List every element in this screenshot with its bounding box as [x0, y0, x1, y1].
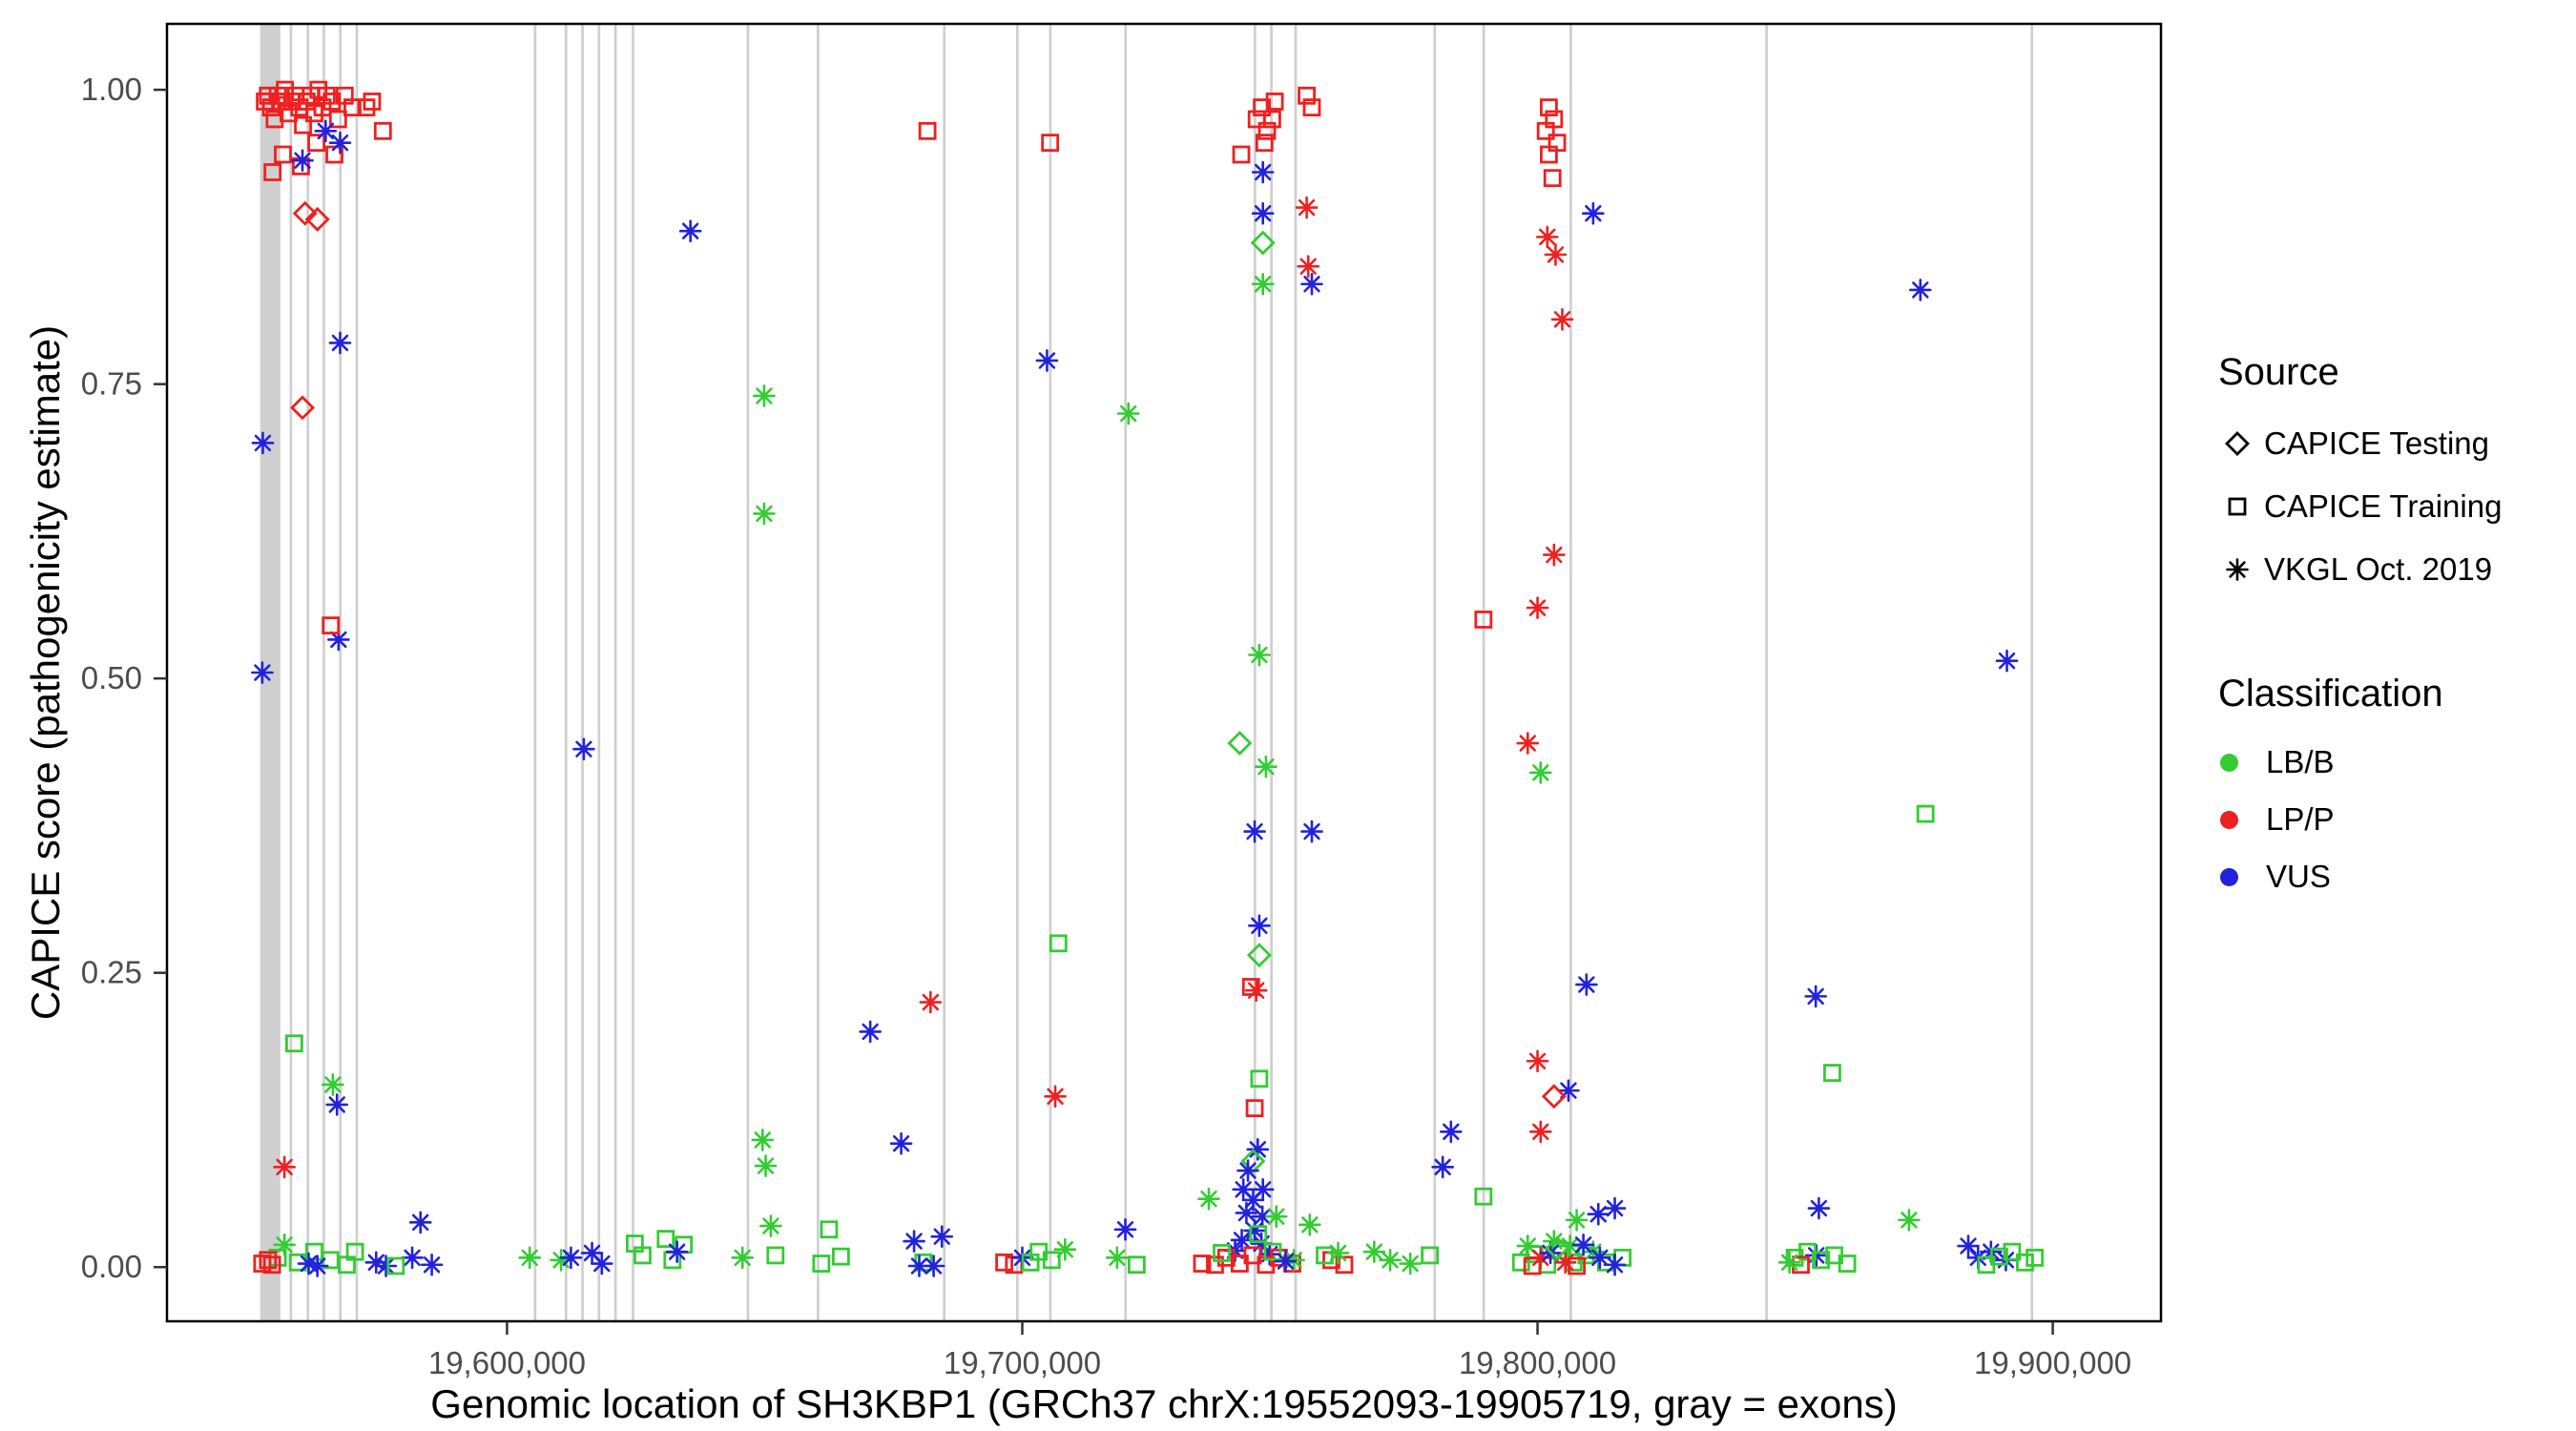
legend-spacer [2218, 612, 2571, 673]
legend-label-lbb: LB/B [2266, 744, 2335, 779]
vus-color-dot-icon [2220, 867, 2238, 886]
legend-label-capice-testing: CAPICE Testing [2264, 425, 2489, 461]
legend-label-capice-training: CAPICE Training [2264, 488, 2503, 524]
svg-text:0.00: 0.00 [81, 1249, 142, 1284]
asterisk-marker-icon [2218, 549, 2264, 591]
legend-source-title: Source [2218, 351, 2339, 393]
svg-text:19,900,000: 19,900,000 [1974, 1345, 2131, 1380]
legend-item-lbb: LB/B [2218, 744, 2571, 780]
svg-text:19,800,000: 19,800,000 [1459, 1345, 1616, 1380]
svg-text:0.25: 0.25 [81, 955, 142, 990]
svg-text:0.50: 0.50 [81, 660, 142, 695]
legend-item-vkgl: VKGL Oct. 2019 [2218, 549, 2571, 591]
x-axis-title: Genomic location of SH3KBP1 (GRCh37 chrX… [430, 1381, 1898, 1426]
square-marker-icon [2218, 486, 2264, 528]
legend-item-capice-testing: CAPICE Testing [2218, 423, 2571, 465]
legend-label-lpp: LP/P [2266, 801, 2335, 837]
lpp-color-dot-icon [2220, 810, 2238, 829]
svg-text:0.75: 0.75 [81, 366, 142, 402]
legend-label-vkgl: VKGL Oct. 2019 [2264, 551, 2493, 587]
legend-item-lpp: LP/P [2218, 801, 2571, 838]
legend-label-vus: VUS [2266, 859, 2331, 894]
diamond-marker-icon [2218, 423, 2264, 465]
y-axis-title: CAPICE score (pathogenicity estimate) [23, 324, 68, 1021]
svg-text:19,700,000: 19,700,000 [944, 1345, 1101, 1380]
lbb-color-dot-icon [2220, 753, 2238, 772]
legend-classification-title: Classification [2218, 673, 2443, 715]
svg-text:1.00: 1.00 [81, 72, 142, 107]
svg-text:19,600,000: 19,600,000 [428, 1345, 586, 1380]
legend: Source CAPICE Testing CAPICE Training VK… [2218, 351, 2571, 916]
legend-item-vus: VUS [2218, 859, 2571, 895]
legend-item-capice-training: CAPICE Training [2218, 486, 2571, 528]
